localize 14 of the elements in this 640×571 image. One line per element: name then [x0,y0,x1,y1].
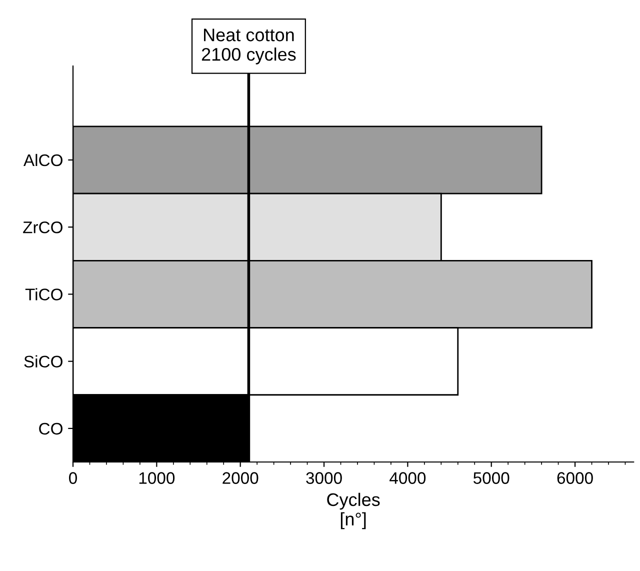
x-tick-label: 6000 [557,472,593,484]
x-tick-label: 5000 [473,472,510,484]
x-tick-label: 2000 [222,472,258,484]
y-tick-label: ZrCO [23,221,62,234]
y-tick-label: TiCO [25,288,62,300]
y-tick-label: CO [39,422,62,435]
x-tick-label: 3000 [306,472,342,484]
x-tick-label: 0 [69,472,77,484]
x-tick-label: 1000 [139,472,175,484]
ref-line-label: Neat cotton 2100 cycles [202,28,296,64]
y-tick-label: AlCO [23,154,62,166]
x-axis-title: Cycles [n°] [327,492,380,530]
y-tick-label: SiCO [24,355,62,368]
x-tick-label: 4000 [390,472,426,484]
